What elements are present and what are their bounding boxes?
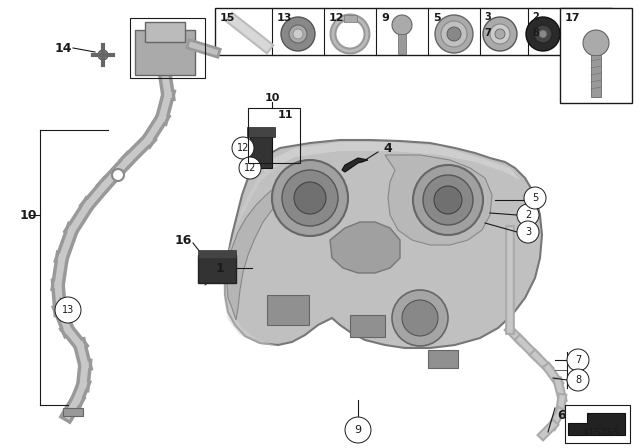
Circle shape <box>289 25 307 43</box>
Text: 415765: 415765 <box>583 428 620 438</box>
Circle shape <box>567 369 589 391</box>
Text: 11: 11 <box>277 110 292 120</box>
Text: 13: 13 <box>277 13 292 23</box>
Circle shape <box>232 137 254 159</box>
Circle shape <box>293 29 303 39</box>
Circle shape <box>483 17 517 51</box>
Circle shape <box>567 349 589 371</box>
Bar <box>267 295 309 325</box>
Polygon shape <box>260 142 520 180</box>
Text: 7: 7 <box>575 355 581 365</box>
Text: 3: 3 <box>484 12 491 22</box>
Bar <box>135 30 195 75</box>
Bar <box>591 55 601 97</box>
Text: 14: 14 <box>55 42 72 55</box>
Text: 2: 2 <box>532 12 539 22</box>
Circle shape <box>447 27 461 41</box>
Circle shape <box>534 25 552 43</box>
Text: 16: 16 <box>174 233 192 246</box>
Circle shape <box>294 182 326 214</box>
Text: 8: 8 <box>575 375 581 385</box>
Circle shape <box>583 30 609 56</box>
Text: 10: 10 <box>264 93 280 103</box>
Polygon shape <box>568 413 625 435</box>
Text: 7: 7 <box>484 28 491 38</box>
Text: 1: 1 <box>216 262 225 275</box>
Circle shape <box>434 186 462 214</box>
Text: 9: 9 <box>355 425 362 435</box>
Bar <box>198 250 236 258</box>
Circle shape <box>239 157 261 179</box>
Bar <box>248 108 300 163</box>
Circle shape <box>413 165 483 235</box>
Bar <box>560 8 632 103</box>
Circle shape <box>423 175 473 225</box>
Bar <box>350 315 385 337</box>
Circle shape <box>517 221 539 243</box>
Text: 13: 13 <box>62 305 74 315</box>
Circle shape <box>402 300 438 336</box>
Bar <box>215 8 612 55</box>
Bar <box>145 22 185 42</box>
Bar <box>398 34 406 54</box>
Text: 8: 8 <box>532 28 539 38</box>
Text: 3: 3 <box>525 227 531 237</box>
Bar <box>247 127 275 137</box>
Text: 10: 10 <box>19 208 36 221</box>
Circle shape <box>517 204 539 226</box>
Polygon shape <box>223 168 278 346</box>
Circle shape <box>435 15 473 53</box>
Text: 12: 12 <box>329 13 344 23</box>
Circle shape <box>98 50 108 60</box>
Circle shape <box>392 15 412 35</box>
Bar <box>344 15 357 22</box>
Bar <box>250 130 272 168</box>
Circle shape <box>345 417 371 443</box>
Circle shape <box>282 170 338 226</box>
Circle shape <box>441 21 467 47</box>
Circle shape <box>333 17 367 51</box>
Circle shape <box>524 187 546 209</box>
Text: 17: 17 <box>565 13 580 23</box>
Text: 12: 12 <box>237 143 249 153</box>
Polygon shape <box>385 155 492 245</box>
Circle shape <box>526 17 560 51</box>
Bar <box>130 18 205 78</box>
Circle shape <box>281 17 315 51</box>
Text: 2: 2 <box>525 210 531 220</box>
Circle shape <box>495 29 505 39</box>
Circle shape <box>55 297 81 323</box>
Text: 6: 6 <box>557 409 566 422</box>
Polygon shape <box>330 222 400 273</box>
Text: 5: 5 <box>532 193 538 203</box>
Text: 4: 4 <box>383 142 392 155</box>
Circle shape <box>490 24 510 44</box>
Circle shape <box>392 290 448 346</box>
Bar <box>198 255 236 283</box>
Text: 12: 12 <box>244 163 256 173</box>
Circle shape <box>272 160 348 236</box>
Text: 9: 9 <box>381 13 389 23</box>
Text: 5: 5 <box>433 13 440 23</box>
Text: 15: 15 <box>220 13 236 23</box>
Bar <box>565 405 630 443</box>
Polygon shape <box>342 158 368 172</box>
Circle shape <box>539 30 547 38</box>
Polygon shape <box>225 140 542 348</box>
Circle shape <box>112 169 124 181</box>
Polygon shape <box>227 185 280 320</box>
Bar <box>63 408 83 416</box>
Bar <box>428 350 458 368</box>
